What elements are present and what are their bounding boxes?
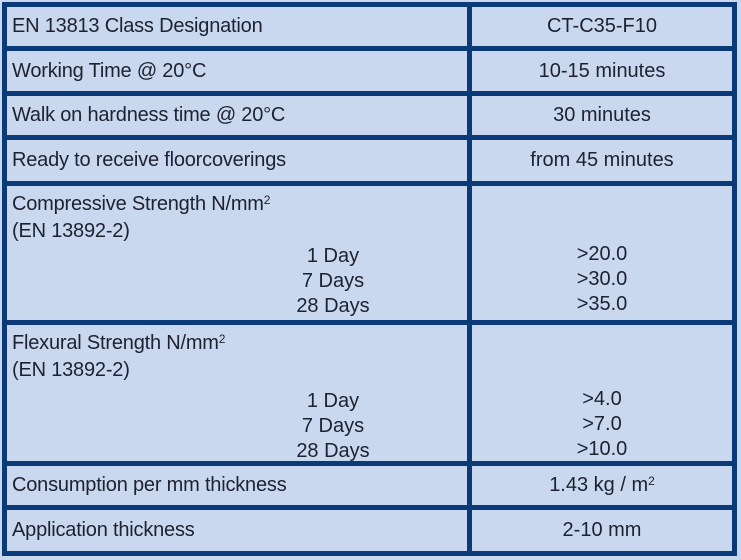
spec-label: Application thickness: [12, 519, 195, 541]
row-flexural-strength-label: Flexural Strength N/mm2 (EN 13892-2) 1 D…: [7, 325, 467, 461]
row-application-thickness-value: 2-10 mm: [472, 510, 732, 551]
row-working-time-value: 10-15 minutes: [472, 51, 732, 91]
age-label: 28 Days: [296, 440, 370, 461]
spec-value: from 45 minutes: [530, 149, 674, 171]
spec-value: 2-10 mm: [562, 519, 642, 541]
row-consumption-label: Consumption per mm thickness: [7, 466, 467, 505]
row-compressive-strength-values: >20.0 >30.0 >35.0: [472, 186, 732, 320]
spec-value: CT-C35-F10: [546, 15, 658, 37]
row-application-thickness-label: Application thickness: [7, 510, 467, 551]
superscript: 2: [218, 332, 226, 346]
spec-label: Working Time @ 20°C: [12, 59, 207, 82]
row-class-designation-label: EN 13813 Class Designation: [7, 7, 467, 46]
spec-label: EN 13813 Class Designation: [12, 15, 263, 37]
section-standard: (EN 13892-2): [12, 220, 130, 242]
row-floorcoverings-value: from 45 minutes: [472, 140, 732, 181]
row-floorcoverings-label: Ready to receive floorcoverings: [7, 140, 467, 181]
section-title-text: Compressive Strength N/mm: [12, 193, 264, 215]
row-walk-on-hardness-value: 30 minutes: [472, 96, 732, 135]
spec-value: 1.43 kg / m2: [549, 474, 655, 497]
row-class-designation-value: CT-C35-F10: [472, 7, 732, 46]
section-title-text: Flexural Strength N/mm: [12, 332, 219, 354]
section-standard: (EN 13892-2): [12, 359, 130, 381]
strength-value: >10.0: [576, 438, 628, 460]
spec-label: Walk on hardness time @ 20°C: [12, 104, 286, 126]
age-label: 1 Day: [306, 390, 360, 412]
spec-value: 30 minutes: [553, 104, 651, 126]
row-flexural-strength-values: >4.0 >7.0 >10.0: [472, 325, 732, 461]
spec-value: 10-15 minutes: [538, 59, 666, 82]
section-title: Compressive Strength N/mm2: [7, 192, 467, 219]
age-label: 7 Days: [301, 415, 365, 437]
row-walk-on-hardness-label: Walk on hardness time @ 20°C: [7, 96, 467, 135]
spec-value-text: 1.43 kg / m: [549, 474, 649, 496]
spec-label: Ready to receive floorcoverings: [12, 149, 286, 171]
age-label: 1 Day: [306, 245, 360, 267]
row-consumption-value: 1.43 kg / m2: [472, 466, 732, 505]
row-working-time-label: Working Time @ 20°C: [7, 51, 467, 91]
section-title: Flexural Strength N/mm2: [7, 331, 467, 358]
strength-value: >4.0: [582, 388, 622, 410]
strength-value: >30.0: [576, 268, 628, 290]
superscript: 2: [648, 474, 655, 488]
strength-value: >7.0: [582, 413, 622, 435]
strength-value: >35.0: [576, 293, 628, 315]
row-compressive-strength-label: Compressive Strength N/mm2 (EN 13892-2) …: [7, 186, 467, 320]
strength-value: >20.0: [576, 243, 628, 265]
age-label: 28 Days: [296, 295, 370, 317]
age-label: 7 Days: [301, 270, 365, 292]
superscript: 2: [263, 193, 271, 207]
spec-label: Consumption per mm thickness: [12, 474, 287, 496]
